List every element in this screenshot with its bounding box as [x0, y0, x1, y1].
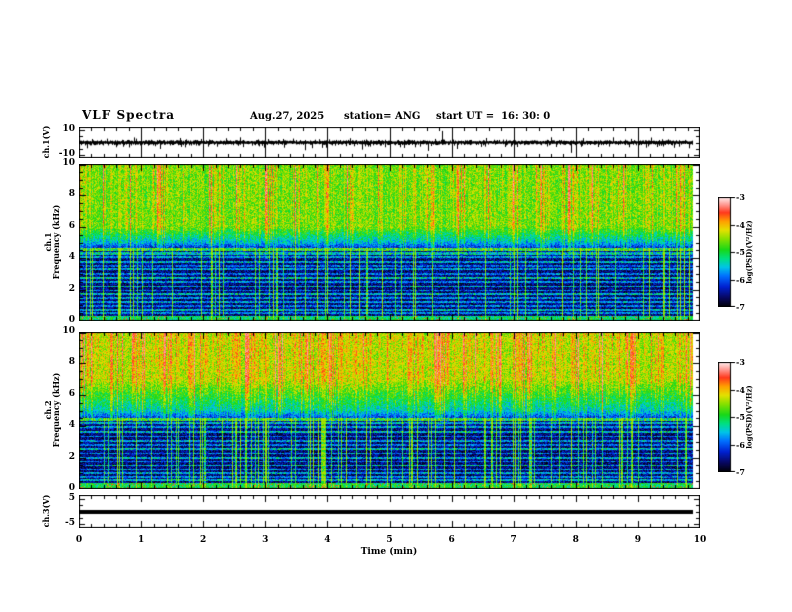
figure-title: VLF Spectra [82, 108, 176, 122]
colorbar-tick-label: -3 [736, 357, 745, 367]
ch1-spectrogram-plot [79, 164, 700, 321]
spec-ytick-label: 6 [68, 388, 75, 399]
date-label: Aug.27, 2025 [250, 111, 325, 122]
colorbar-tick-label: -7 [736, 302, 745, 312]
x-tick-label: 8 [572, 535, 579, 545]
ch1v-ytick-label: 10 [62, 123, 75, 134]
spec-ytick-label: 6 [68, 220, 75, 231]
colorbar-tick-label: -4 [736, 384, 745, 395]
x-tick-label: 6 [448, 535, 455, 545]
time-axis-label: Time (min) [360, 547, 418, 557]
ch1-frequency-axis-label: ch.1 Frequency (kHz) [43, 204, 61, 280]
ch2-spectrogram-plot [79, 332, 700, 489]
x-tick-label: 7 [510, 535, 517, 545]
spec-ytick-label: 2 [68, 283, 75, 294]
ch2-colorbar [718, 362, 740, 472]
x-tick-label: 5 [386, 535, 393, 545]
start-ut-label: start UT = 16: 30: 0 [436, 111, 551, 122]
ch3v-ytick-label: -5 [65, 518, 75, 529]
colorbar-tick-label: -4 [736, 219, 745, 230]
ch1v-ytick-label: -10 [58, 149, 75, 160]
x-tick-label: 10 [693, 535, 707, 545]
colorbar-tick-label: -6 [736, 274, 745, 285]
station-label: station= ANG [344, 111, 421, 122]
spec-ytick-label: 0 [68, 315, 75, 325]
spec-ytick-label: 4 [68, 252, 75, 263]
x-tick-label: 9 [634, 535, 642, 545]
spec-ytick-label: 10 [62, 326, 75, 336]
spec-ytick-label: 8 [68, 189, 75, 200]
x-tick-label: 4 [324, 535, 331, 545]
colorbar1-label: log(PSD)(V²/Hz) [744, 220, 754, 284]
ch1-colorbar [718, 197, 740, 307]
spec-ytick-label: 0 [68, 483, 75, 493]
x-tick-label: 3 [262, 535, 269, 545]
spec-ytick-label: 10 [62, 158, 75, 168]
spec-ytick-label: 4 [68, 420, 75, 431]
ch1-voltage-waveform-plot [79, 127, 700, 158]
colorbar-tick-label: -6 [736, 439, 745, 450]
colorbar-tick-label: -7 [736, 467, 745, 477]
ch2-label-line2: Frequency (kHz) [51, 372, 61, 448]
x-tick-label: 1 [137, 535, 145, 545]
colorbar-tick-label: -3 [736, 192, 745, 202]
ch3-voltage-plot [79, 495, 700, 528]
spec-ytick-label: 2 [68, 451, 75, 462]
colorbar-tick-label: -5 [736, 247, 745, 257]
spec-ytick-label: 8 [68, 357, 75, 368]
x-tick-label: 2 [200, 535, 207, 545]
ch1-label-line2: Frequency (kHz) [51, 204, 61, 280]
x-tick-label: 0 [75, 535, 83, 545]
colorbar-tick-label: -5 [736, 412, 745, 422]
colorbar2-label: log(PSD)(V²/Hz) [744, 385, 754, 449]
ch2-frequency-axis-label: ch.2 Frequency (kHz) [43, 372, 61, 448]
ch3v-ytick-label: 5 [68, 492, 75, 503]
